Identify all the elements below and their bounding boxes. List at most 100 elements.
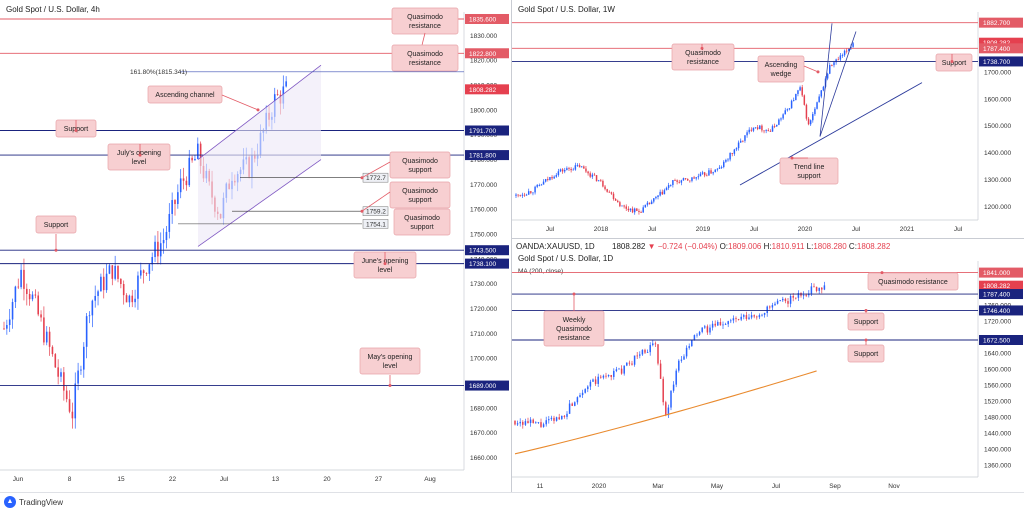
- candle-body: [535, 422, 537, 423]
- candle-body: [674, 180, 676, 181]
- candle-body: [833, 62, 835, 65]
- candle-body: [171, 200, 173, 214]
- candle-body: [719, 168, 721, 169]
- time-tick-label: Mar: [652, 483, 664, 490]
- candle-body: [803, 295, 805, 296]
- time-tick-label: 22: [169, 476, 177, 483]
- annotation-d-qm-resistance-arrowhead: [881, 271, 884, 274]
- candle-body: [821, 288, 823, 290]
- candle-body: [564, 416, 566, 417]
- annotation-w-support-arrowhead: [951, 60, 954, 63]
- annotation-trend-line-support: Trend line: [794, 164, 825, 171]
- candle-body: [706, 175, 708, 176]
- candle-body: [20, 270, 22, 287]
- time-tick-label: Jul: [546, 226, 555, 233]
- candle-body: [585, 169, 587, 172]
- candle-body: [816, 102, 818, 109]
- candle-body: [668, 185, 670, 188]
- candle-body: [738, 319, 740, 320]
- annotation-ascending-wedge-box: [758, 56, 804, 82]
- annotation-ascending-wedge: wedge: [770, 71, 792, 78]
- chart-4h[interactable]: Gold Spot / U.S. Dollar, 4h 1660.0001670…: [0, 0, 511, 492]
- candle-body: [686, 348, 688, 357]
- candle-body: [676, 180, 678, 182]
- annotation-qm-resistance-2-box: [392, 45, 458, 71]
- price-label: 1822.800: [469, 51, 496, 58]
- tradingview-brand-text: TradingView: [19, 498, 63, 507]
- candle-body: [761, 315, 763, 316]
- candle-body: [757, 127, 759, 129]
- candle-body: [562, 169, 564, 171]
- candle-body: [763, 130, 765, 131]
- tradingview-brand[interactable]: ▲ TradingView: [4, 496, 63, 508]
- annotation-w-qm-resistance-arrowhead: [701, 47, 704, 50]
- annotation-w-qm-resistance: resistance: [687, 59, 719, 66]
- candle-body: [623, 205, 625, 206]
- chart-daily[interactable]: OANDA:XAUUSD, 1D Gold Spot / U.S. Dollar…: [512, 239, 1024, 492]
- annotation-may-open: level: [383, 363, 398, 370]
- candle-body: [545, 179, 547, 182]
- candle-body: [768, 130, 770, 131]
- candle-body: [169, 214, 171, 232]
- price-tick-label: 1730.000: [470, 281, 497, 288]
- candle-body: [813, 286, 815, 287]
- candle-body: [778, 119, 780, 124]
- candle-body: [579, 395, 581, 397]
- candle-body: [789, 108, 791, 109]
- candle-body: [678, 182, 680, 183]
- candle-body: [89, 315, 91, 316]
- candle-body: [725, 160, 727, 162]
- annotation-weekly-qm-resistance: resistance: [558, 335, 590, 342]
- annotation-ascending-channel-arrow: [222, 95, 258, 110]
- candle-body: [634, 356, 636, 365]
- candle-body: [534, 187, 536, 193]
- candle-body: [571, 404, 573, 406]
- candle-body: [670, 185, 672, 186]
- candle-body: [746, 315, 748, 319]
- candle-body: [660, 364, 662, 379]
- candle-body: [647, 203, 649, 205]
- candle-body: [689, 180, 691, 181]
- candle-body: [738, 143, 740, 149]
- candle-body: [829, 65, 831, 74]
- candle-body: [100, 277, 102, 292]
- price-tick-label: 1670.000: [470, 430, 497, 437]
- time-tick-label: Jul: [220, 476, 229, 483]
- candle-body: [704, 326, 706, 327]
- candle-body: [602, 181, 604, 187]
- chart-daily-title: Gold Spot / U.S. Dollar, 1D: [518, 254, 613, 263]
- candle-body: [587, 387, 589, 390]
- candle-body: [120, 279, 122, 284]
- price-tick-label: 1400.000: [984, 447, 1011, 454]
- candle-body: [688, 346, 690, 348]
- annotation-july-open-box: [108, 144, 170, 170]
- candle-body: [177, 192, 179, 204]
- candle-body: [29, 294, 31, 299]
- candle-body: [626, 363, 628, 366]
- candle-body: [696, 335, 698, 336]
- candle-body: [804, 95, 806, 104]
- candle-body: [526, 195, 528, 196]
- candle-body: [644, 350, 646, 353]
- price-axis: [978, 0, 1024, 238]
- candle-body: [543, 182, 545, 185]
- candle-body: [685, 178, 687, 179]
- chart-weekly[interactable]: Gold Spot / U.S. Dollar, 1W 1200.0001300…: [512, 0, 1024, 238]
- candle-body: [180, 178, 182, 192]
- candle-body: [83, 347, 85, 370]
- candle-body: [651, 202, 653, 205]
- candle-body: [560, 169, 562, 171]
- chart-daily-panel[interactable]: OANDA:XAUUSD, 1D Gold Spot / U.S. Dollar…: [512, 239, 1024, 492]
- candle-body: [621, 205, 623, 206]
- candle-body: [691, 177, 693, 181]
- candle-body: [734, 149, 736, 153]
- candle-body: [704, 172, 706, 175]
- candle-body: [821, 90, 823, 96]
- price-label: 1808.282: [469, 87, 496, 94]
- candle-body: [766, 306, 768, 312]
- candle-body: [698, 176, 700, 177]
- price-tick-label: 1750.000: [470, 232, 497, 239]
- candle-body: [549, 177, 551, 180]
